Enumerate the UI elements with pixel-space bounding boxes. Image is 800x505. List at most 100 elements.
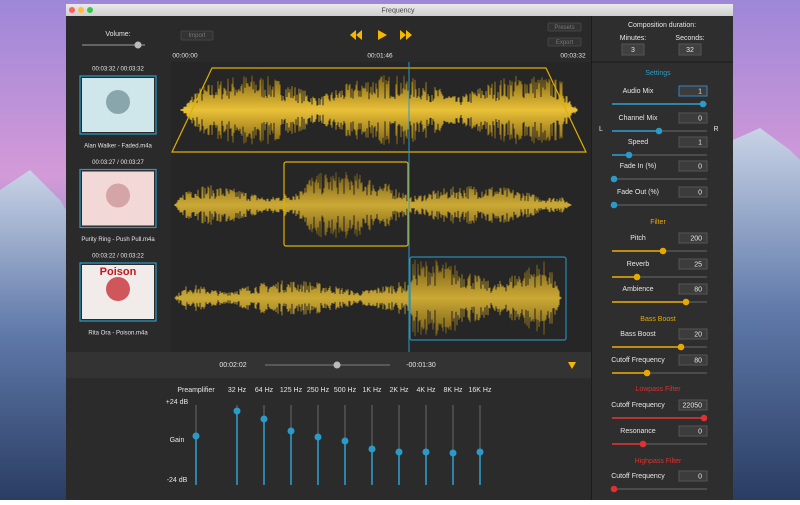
eq-band-label: 32 Hz [228,387,247,394]
album-art-detail [106,277,130,301]
field-value: 80 [694,286,702,293]
field-label: Bass Boost [620,331,655,338]
value-field[interactable] [678,470,708,482]
eq-band-label: 2K Hz [389,387,409,394]
eq-band-label: 1K Hz [362,387,382,394]
album-art-frame[interactable] [79,262,157,322]
eq-slider-knob[interactable] [395,448,403,456]
volume-knob[interactable] [134,41,142,49]
eq-slider-knob[interactable] [260,415,268,423]
eq-slider-knob[interactable] [368,445,376,453]
seconds-field[interactable] [678,43,702,56]
slider-knob[interactable] [682,298,690,306]
mountain [733,128,800,500]
section-title: Filter [650,219,666,226]
side-panel [592,16,733,500]
value-field[interactable] [678,354,708,366]
import-button[interactable] [180,30,214,41]
slider-knob[interactable] [659,247,667,255]
track-name: Rita Ora - Poison.m4a [88,331,148,337]
eq-band-label: 125 Hz [280,387,303,394]
clip-envelope[interactable] [171,67,587,153]
eq-slider-knob[interactable] [287,427,295,435]
eq-band-label: 500 Hz [334,387,357,394]
album-art-frame[interactable] [79,75,157,135]
album-art-detail [106,90,130,114]
field-label: Resonance [620,428,656,435]
value-field[interactable] [678,136,708,148]
equalizer-panel [66,378,591,500]
value-field[interactable] [678,112,708,124]
field-label: Audio Mix [623,88,654,95]
waveform [174,171,572,239]
export-button[interactable] [547,37,582,47]
eq-slider-knob[interactable] [422,448,430,456]
value-field[interactable] [678,85,708,97]
play-button[interactable] [378,30,387,40]
presets-button[interactable] [547,22,582,32]
channel-left: L [599,126,603,133]
eq-slider-knob[interactable] [314,433,322,441]
slider-knob[interactable] [655,127,663,135]
album-art-text: Poison [100,266,137,278]
track-name: Alan Walker - Faded.m4a [84,144,152,150]
eq-band-label: 8K Hz [443,387,463,394]
slider-knob[interactable] [700,414,708,422]
slider-knob[interactable] [699,100,707,108]
slider-knob[interactable] [610,201,618,209]
eq-min-label: -24 dB [167,477,188,484]
forward-button[interactable] [400,30,412,40]
value-field[interactable] [678,258,708,270]
export-label: Export [556,40,574,46]
eq-slider-knob[interactable] [449,449,457,457]
position-knob[interactable] [333,361,341,369]
field-label: Cutoff Frequency [611,402,665,409]
track-time: 00:03:27 / 00:03:27 [92,160,144,166]
time-mid: 00:01:46 [367,53,393,60]
waveform [180,75,578,145]
album-art-frame[interactable] [79,168,157,229]
rewind-button[interactable] [350,30,362,40]
eq-slider-knob[interactable] [233,407,241,415]
value-field[interactable] [678,160,708,172]
slider-knob[interactable] [643,369,651,377]
eq-band-label: 64 Hz [255,387,274,394]
value-field[interactable] [678,186,708,198]
value-field[interactable] [678,328,708,340]
eq-slider-knob[interactable] [192,432,200,440]
field-label: Ambience [622,286,653,293]
field-label: Cutoff Frequency [611,473,665,480]
field-value: 1 [698,139,702,146]
minimize-button[interactable] [78,7,84,13]
eq-slider-knob[interactable] [341,437,349,445]
field-label: Fade In (%) [620,163,657,170]
presets-label: Presets [554,25,574,31]
slider-knob[interactable] [610,175,618,183]
elapsed-time: 00:02:02 [219,362,246,369]
minutes-field[interactable] [621,43,645,56]
field-value: 25 [694,261,702,268]
eq-slider-knob[interactable] [476,448,484,456]
value-field[interactable] [678,399,708,411]
slider-knob[interactable] [633,273,641,281]
field-label: Speed [628,139,648,146]
slider-knob[interactable] [639,440,647,448]
mountain [0,170,66,500]
slider-knob[interactable] [677,343,685,351]
field-label: Cutoff Frequency [611,357,665,364]
slider-knob[interactable] [625,151,633,159]
slider-knob[interactable] [610,485,618,493]
field-value: 1 [698,88,702,95]
field-label: Channel Mix [619,115,658,122]
value-field[interactable] [678,283,708,295]
value-field[interactable] [678,232,708,244]
close-button[interactable] [69,7,75,13]
clip-selection[interactable] [409,256,567,341]
track-time: 00:03:32 / 00:03:32 [92,67,144,73]
value-field[interactable] [678,425,708,437]
zoom-button[interactable] [87,7,93,13]
clip-selection[interactable] [283,161,409,247]
expand-button[interactable] [568,362,576,369]
minutes-value: 3 [631,47,635,54]
